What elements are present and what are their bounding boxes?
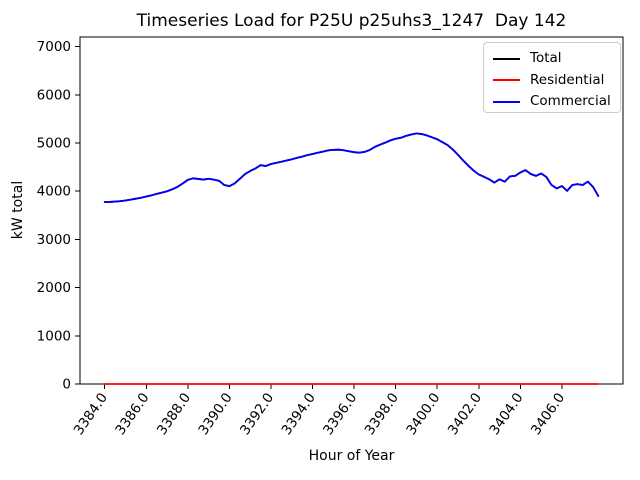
y-tick-label: 5000 xyxy=(37,136,71,152)
x-tick-label: 3406.0 xyxy=(528,390,568,438)
legend-label: Commercial xyxy=(530,93,611,110)
x-tick-label: 3394.0 xyxy=(279,390,319,438)
legend-label: Total xyxy=(530,50,562,67)
legend-item-residential: Residential xyxy=(493,70,620,92)
chart-title: Timeseries Load for P25U p25uhs3_1247 Da… xyxy=(136,11,567,31)
y-axis-label: kW total xyxy=(10,181,26,239)
x-tick-label: 3388.0 xyxy=(154,390,194,438)
x-tick-label: 3404.0 xyxy=(486,390,526,438)
series-line-total xyxy=(103,132,600,203)
x-tick-label: 3386.0 xyxy=(112,390,152,438)
x-tick-label: 3396.0 xyxy=(320,390,360,438)
y-tick-label: 3000 xyxy=(37,232,71,248)
y-tick-label: 6000 xyxy=(37,87,71,103)
series-line-commercial xyxy=(103,132,600,203)
legend-item-total: Total xyxy=(493,48,620,70)
x-tick-label: 3390.0 xyxy=(195,390,235,438)
legend-line-sample-commercial xyxy=(493,100,520,103)
x-tick-label: 3400.0 xyxy=(403,390,443,438)
legend-item-commercial: Commercial xyxy=(493,91,620,113)
x-tick-label: 3392.0 xyxy=(237,390,277,438)
y-tick-label: 4000 xyxy=(37,184,71,200)
legend: Total Residential Commercial xyxy=(483,42,621,113)
legend-line-sample-residential xyxy=(493,79,520,82)
series-layer xyxy=(103,132,600,385)
x-tick-label: 3402.0 xyxy=(445,390,485,438)
x-tick-label: 3384.0 xyxy=(71,390,111,438)
x-axis-label: Hour of Year xyxy=(308,448,395,464)
x-tick-label: 3398.0 xyxy=(362,390,402,438)
y-tick-label: 0 xyxy=(62,377,71,393)
legend-label: Residential xyxy=(530,71,605,88)
y-tick-label: 1000 xyxy=(37,328,71,344)
y-tick-label: 2000 xyxy=(37,280,71,296)
y-tick-label: 7000 xyxy=(37,39,71,55)
legend-line-sample-total xyxy=(493,57,520,60)
